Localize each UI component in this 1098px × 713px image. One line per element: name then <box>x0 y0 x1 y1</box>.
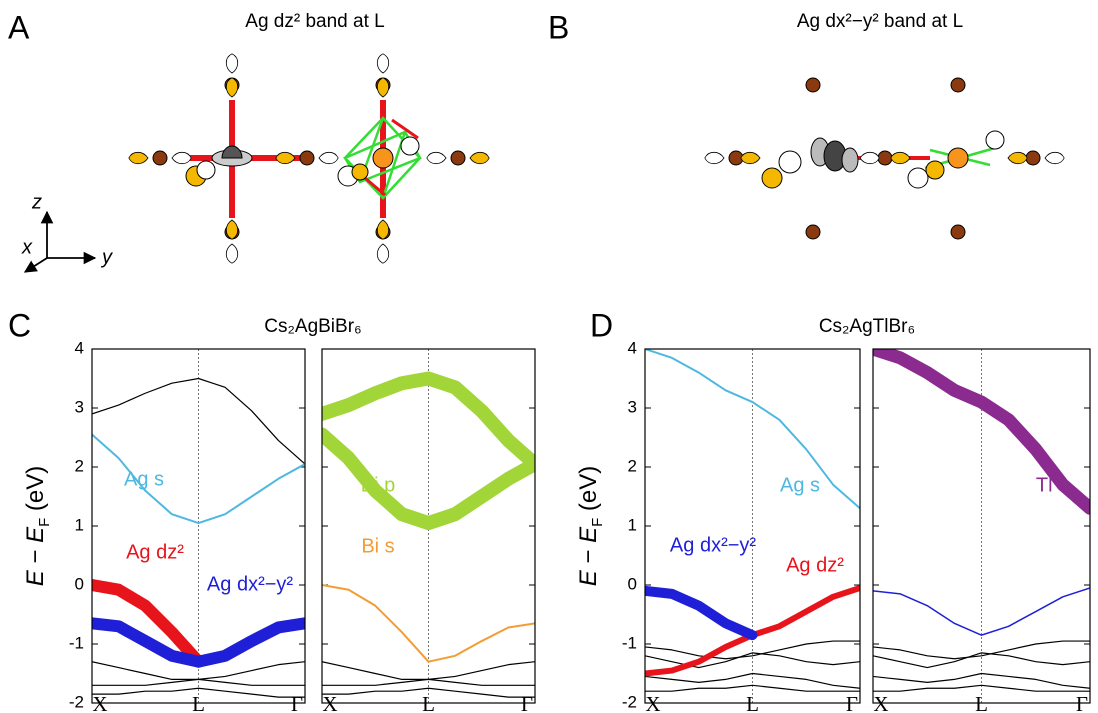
orbital-diagram-b <box>704 77 1065 240</box>
axis-label: z <box>31 191 42 213</box>
y-tick-label: 2 <box>628 456 637 475</box>
band-label: Ag dx²−y² <box>670 534 756 556</box>
band-line <box>873 640 1090 660</box>
band-line <box>322 687 535 698</box>
band-label: Ag s <box>124 468 164 490</box>
band-line <box>873 349 1090 515</box>
y-axis-label-part: − <box>575 543 602 570</box>
plot-frame <box>872 348 1091 704</box>
y-tick-label: 0 <box>75 574 84 593</box>
band-line <box>645 585 758 641</box>
axis-label: x <box>21 236 33 258</box>
y-tick-label: -1 <box>69 633 84 652</box>
band-line <box>92 433 305 525</box>
band-line <box>322 371 535 472</box>
band-label: Bi s <box>361 535 394 557</box>
y-axis-label: E − EF (eV) <box>575 466 606 587</box>
y-axis-label-part: (eV) <box>575 466 602 518</box>
y-tick-label: 4 <box>628 338 637 357</box>
y-axis-label-part: E <box>575 526 602 543</box>
y-axis-label-part: F <box>589 518 606 527</box>
axes-triad <box>23 210 97 273</box>
band-line <box>322 678 535 686</box>
band-line <box>645 652 860 669</box>
band-line <box>92 377 305 465</box>
y-axis-label-part: F <box>36 518 53 527</box>
panel-letter: D <box>590 307 613 343</box>
band-line <box>645 640 860 660</box>
band-line <box>645 684 860 692</box>
chart-title: Cs₂AgTlBr₆ <box>819 316 915 337</box>
plot-frame <box>321 348 536 704</box>
orbital-diagram-a <box>128 53 490 264</box>
band-line <box>92 687 305 698</box>
chart-title: Cs₂AgBiBr₆ <box>264 316 361 337</box>
band-label: Ag dx²−y² <box>207 573 293 595</box>
band-chart: X L ΓTl s <box>872 348 1091 713</box>
panel-letter: C <box>8 307 31 343</box>
y-tick-label: 3 <box>628 397 637 416</box>
band-label: Ag dz² <box>786 554 844 576</box>
y-tick-label: 2 <box>75 456 84 475</box>
band-line <box>873 672 1090 689</box>
band-label: Ag s <box>780 474 820 496</box>
band-line <box>645 349 860 510</box>
y-tick-label: -2 <box>622 692 637 711</box>
y-axis-label-part: E <box>22 569 49 586</box>
band-line <box>645 672 860 689</box>
plot-frame <box>644 348 861 704</box>
band-line <box>92 579 205 668</box>
band-label: Tl s <box>1036 474 1068 496</box>
y-axis-label-part: E <box>575 569 602 586</box>
band-line <box>873 684 1090 692</box>
band-line <box>92 678 305 686</box>
y-axis-label-part: E <box>22 526 49 543</box>
band-line <box>322 427 535 531</box>
panel-letter: A <box>8 9 30 45</box>
panel-letter: B <box>548 9 569 45</box>
y-tick-label: -2 <box>69 692 84 711</box>
band-line <box>873 587 1090 636</box>
y-axis-label-part: − <box>22 543 49 570</box>
y-tick-label: 1 <box>628 515 637 534</box>
y-tick-label: 4 <box>75 338 84 357</box>
axis-label: y <box>100 246 113 268</box>
diagram-title: Ag dx²−y² band at L <box>797 11 963 32</box>
y-axis-label: E − EF (eV) <box>22 466 53 587</box>
y-tick-label: 1 <box>75 515 84 534</box>
y-axis-label-part: (eV) <box>22 466 49 518</box>
band-line <box>92 617 305 668</box>
band-line <box>873 652 1090 669</box>
band-line <box>322 584 535 663</box>
band-chart: X L ΓBi pBi s <box>321 348 536 713</box>
y-tick-label: -1 <box>622 633 637 652</box>
band-label: Ag dz² <box>126 541 184 563</box>
y-tick-label: 0 <box>628 574 637 593</box>
diagram-title: Ag dz² band at L <box>245 11 384 32</box>
plot-frame <box>91 348 306 704</box>
y-tick-label: 3 <box>75 397 84 416</box>
